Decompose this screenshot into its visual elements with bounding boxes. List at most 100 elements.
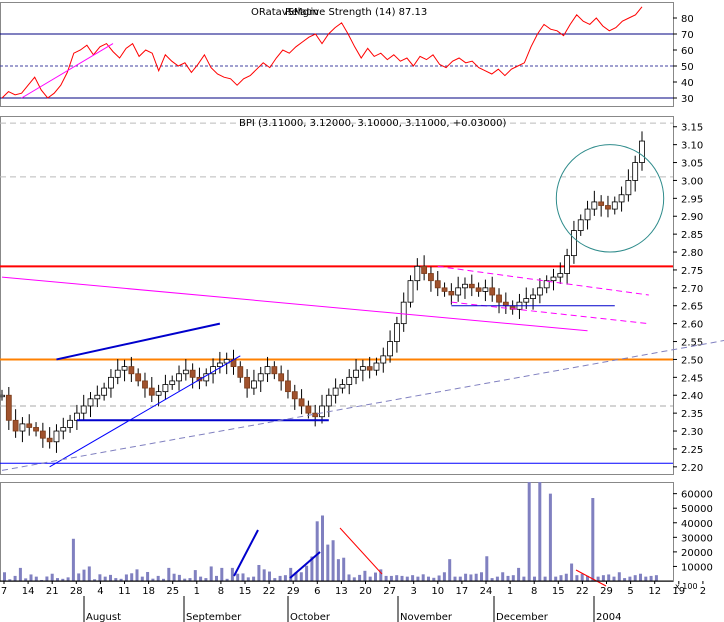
month-label: August (86, 612, 121, 622)
volume-bar (374, 572, 377, 581)
volume-bar (246, 577, 250, 581)
volume-bar (146, 571, 150, 581)
volume-bar (289, 567, 293, 581)
candle-body (278, 373, 285, 382)
volume-bar (342, 557, 346, 581)
price-tick-label: 3.10 (681, 141, 703, 152)
volume-bar (517, 567, 521, 581)
candle-body (305, 405, 312, 414)
volume-bar (538, 482, 542, 581)
price-trendline (56, 322, 221, 361)
volume-bar (103, 576, 107, 581)
candle-body (591, 201, 598, 210)
price-tick-label: 2.60 (681, 320, 703, 331)
volume-bar (225, 578, 229, 581)
rsi-title: Relative Strength (14) 87.13 (285, 7, 427, 18)
volume-bar (458, 576, 462, 581)
rsi-tick-label: 50 (681, 62, 694, 73)
x-tick-label: 18 (142, 586, 155, 597)
candle-body (19, 423, 26, 432)
volume-bar (416, 576, 420, 581)
volume-bar (71, 538, 75, 581)
candle-body (251, 380, 257, 389)
volume-bar (533, 576, 536, 581)
candle-body (264, 366, 271, 375)
volume-bar (278, 575, 282, 581)
volume-bar (336, 559, 340, 581)
candle-body (80, 405, 87, 414)
price-tick-label: 3.15 (681, 123, 703, 134)
volume-bar (257, 564, 261, 581)
x-tick-label: 24 (480, 586, 493, 597)
volume-bar (411, 575, 415, 581)
x-tick-label: 1 (194, 586, 200, 597)
candle-body (12, 419, 19, 432)
volume-bar (188, 578, 192, 581)
candle-body (39, 430, 46, 439)
candle-body (414, 265, 421, 282)
candle-body (60, 427, 67, 432)
candle-body (571, 230, 577, 257)
volume-bar (167, 567, 171, 581)
candle-body (121, 366, 128, 371)
volume-bar (617, 572, 621, 581)
volume-bar (230, 567, 234, 581)
candle-body (189, 369, 196, 378)
volume-bar (151, 578, 155, 581)
candle-body (387, 341, 393, 357)
volume-bar (564, 573, 568, 581)
candle-body (155, 391, 162, 396)
volume-bar (437, 575, 441, 581)
volume-bar (405, 576, 409, 581)
candle-body (319, 405, 325, 418)
volume-bar (421, 574, 425, 581)
candle-body (577, 219, 584, 231)
price-tick-label: 2.30 (681, 427, 703, 438)
volume-bar (554, 576, 558, 581)
candle-body (142, 380, 148, 389)
volume-bar (511, 575, 515, 581)
volume-bar (93, 579, 97, 581)
volume-bar (294, 572, 298, 581)
volume-tick-label: 50000 (681, 504, 713, 515)
volume-bar (628, 576, 632, 581)
candle-body (455, 287, 462, 296)
volume-bar (326, 544, 330, 581)
volume-bar (448, 559, 452, 581)
volume-bar (56, 578, 59, 581)
price-trendline (1, 276, 588, 332)
rsi-tick-label: 70 (681, 30, 694, 41)
volume-trendline (233, 529, 259, 577)
candle-body (400, 301, 407, 325)
price-tick-label: 2.65 (681, 302, 703, 313)
candle-body (584, 208, 591, 221)
volume-bar (548, 493, 552, 581)
candle-body (557, 273, 564, 278)
candle-body (625, 180, 632, 196)
candle-body (87, 398, 94, 407)
volume-bar (220, 567, 224, 581)
volume-bar (347, 574, 351, 581)
volume-bar (427, 576, 430, 581)
volume-bar (644, 576, 648, 581)
rsi-tick-label: 40 (681, 78, 694, 89)
volume-bar (66, 577, 70, 581)
volume-bar (236, 573, 240, 581)
candle-body (0, 394, 5, 398)
volume-bar (501, 572, 505, 581)
candle-body (639, 140, 645, 163)
candle-body (523, 298, 530, 303)
volume-bar (570, 563, 574, 581)
candle-body (441, 287, 448, 292)
volume-bar (109, 574, 112, 581)
candle-body (108, 376, 114, 389)
volume-bar (140, 576, 144, 581)
volume-bar (506, 575, 510, 581)
month-label: December (496, 612, 549, 622)
x-tick-label: 29 (600, 586, 613, 597)
price-tick-label: 2.75 (681, 266, 703, 277)
candle-body (421, 265, 428, 274)
x-tick-label: 25 (166, 586, 179, 597)
candle-body (359, 366, 366, 371)
volume-bar (124, 574, 128, 581)
